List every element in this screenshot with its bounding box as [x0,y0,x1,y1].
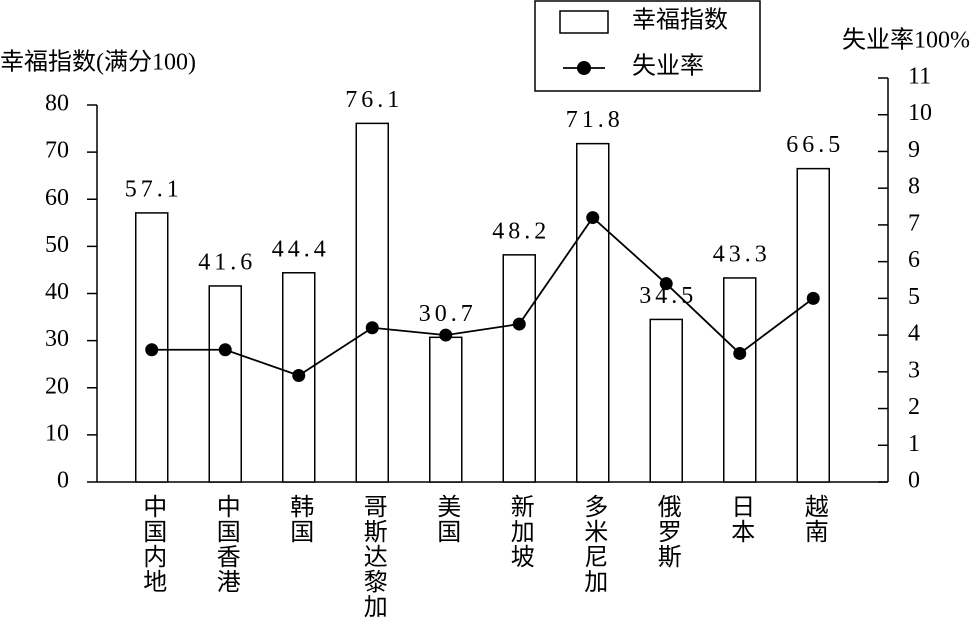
point [145,343,159,357]
y-tick-label: 40 [45,279,69,305]
x-tick-label: 哥斯达黎加 [359,494,387,619]
y-tick-label: 10 [45,420,69,446]
bar [502,254,536,483]
bar [796,167,830,483]
x-tick-label: 韩国 [286,494,314,544]
value-label: 66.5 [786,132,844,158]
bar [282,272,316,483]
value-label: 76.1 [345,87,403,113]
y2-tick-label: 9 [908,137,920,163]
value-label: 30.7 [419,301,477,327]
point [733,346,747,360]
point [439,328,453,342]
legend-label: 幸福指数 [632,7,728,34]
point [218,343,232,357]
point [365,321,379,335]
y2-tick-label: 3 [908,357,920,383]
legend-swatch [577,61,591,75]
legend-label: 失业率 [632,53,704,80]
bar [723,277,757,483]
value-label: 43.3 [713,241,771,267]
value-label: 71.8 [566,107,624,133]
y2-tick-label: 5 [908,284,920,310]
y2-tick-label: 7 [908,210,920,236]
x-tick-label: 中国香港 [212,494,240,594]
y-tick-label: 70 [45,138,69,164]
y2-tick-label: 4 [908,321,920,347]
y-tick-label: 0 [57,468,69,494]
x-tick-label: 越南 [800,494,828,544]
bar [649,318,683,483]
y2-tick-label: 8 [908,174,920,200]
x-tick-label: 俄罗斯 [653,494,681,569]
x-tick-label: 新加坡 [506,494,534,569]
value-label: 57.1 [125,176,183,202]
y2-tick-label: 11 [908,64,931,90]
bar [429,336,463,483]
y2-tick-label: 10 [908,100,932,126]
y2-axis-label: 失业率100% [842,27,970,54]
point [806,291,820,305]
y2-tick-label: 0 [908,468,920,494]
bar [355,122,389,483]
value-label: 48.2 [492,218,550,244]
y-axis-label: 幸福指数(满分100) [0,49,196,76]
x-tick-label: 日本 [727,494,755,544]
point [586,211,600,225]
bar [576,142,610,483]
line [151,216,814,377]
x-tick-label: 中国内地 [139,494,167,594]
y2-tick-label: 1 [908,431,920,457]
point [512,317,526,331]
bar [208,285,242,483]
point [659,277,673,291]
y-tick-label: 20 [45,373,69,399]
y-tick-label: 60 [45,185,69,211]
point [292,368,306,382]
legend-swatch [559,10,609,34]
y-tick-label: 30 [45,326,69,352]
x-tick-label: 多米尼加 [580,494,608,594]
y2-tick-label: 6 [908,247,920,273]
value-label: 44.4 [272,236,330,262]
value-label: 41.6 [198,249,256,275]
y-tick-label: 50 [45,232,69,258]
y-tick-label: 80 [45,91,69,117]
x-tick-label: 美国 [433,494,461,544]
y2-tick-label: 2 [908,394,920,420]
